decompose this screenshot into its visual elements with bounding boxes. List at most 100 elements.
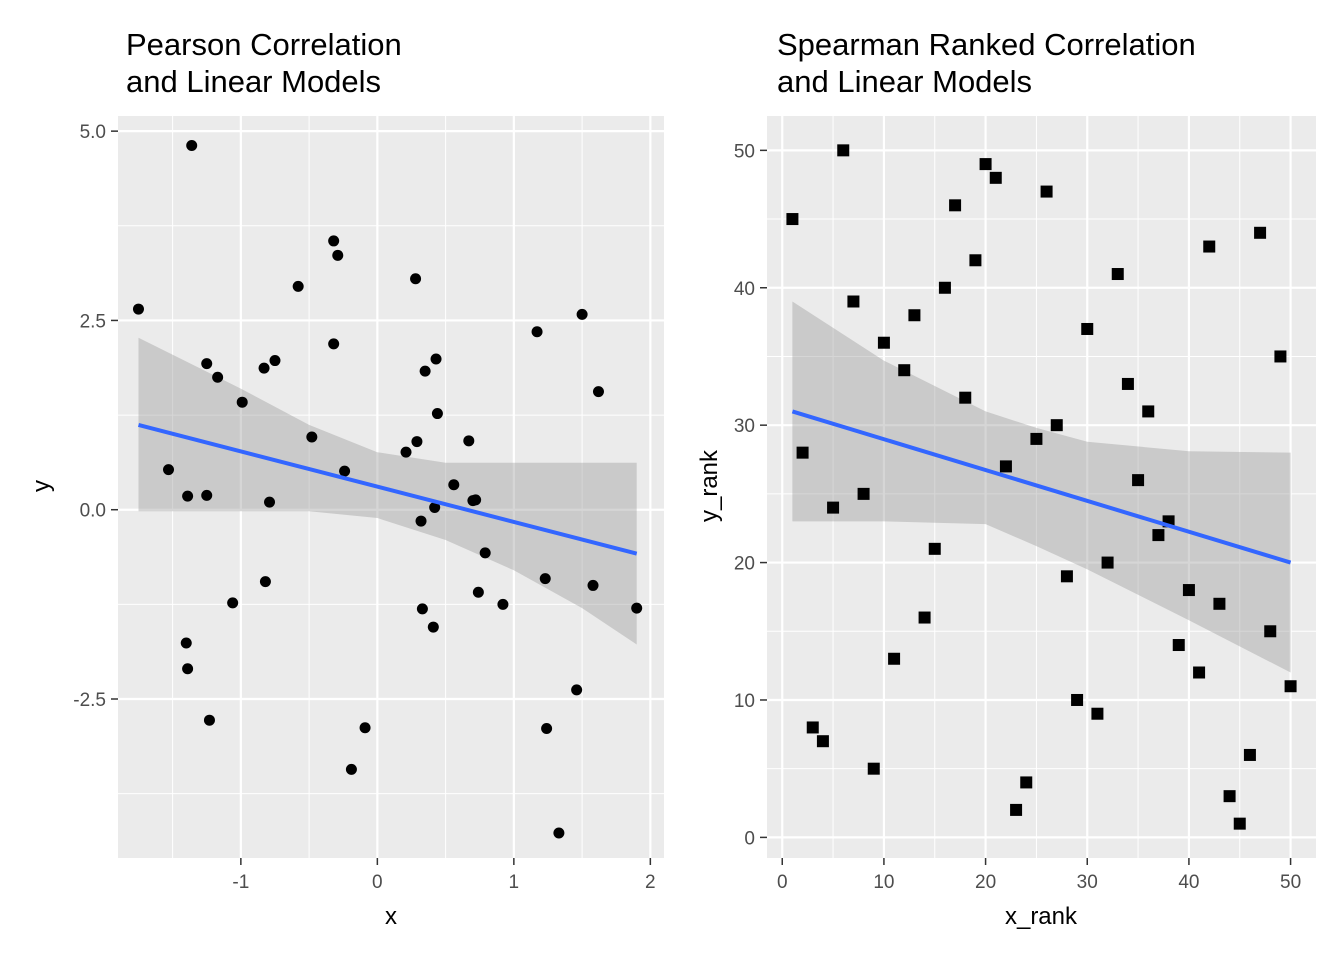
data-point <box>236 396 248 408</box>
data-point <box>989 171 1002 184</box>
data-point <box>1132 474 1145 487</box>
data-point <box>1254 226 1267 239</box>
y-tick-label: 30 <box>734 416 755 437</box>
data-point <box>1101 556 1114 569</box>
x-tick-label: 40 <box>1178 872 1199 893</box>
data-point <box>1213 597 1226 610</box>
x-tick-label: 0 <box>372 872 383 893</box>
data-point <box>898 364 911 377</box>
x-tick-label: 10 <box>873 872 894 893</box>
data-point <box>1050 419 1063 432</box>
y-tick-label: 5.0 <box>80 122 106 143</box>
data-point <box>411 436 423 448</box>
data-point <box>415 515 427 527</box>
data-point <box>938 281 951 294</box>
y-axis-label: y <box>28 480 55 492</box>
x-tick-label: 1 <box>509 872 520 893</box>
data-point <box>1071 693 1084 706</box>
data-point <box>959 391 972 404</box>
data-point <box>448 479 460 491</box>
data-point <box>888 652 901 665</box>
data-point <box>1010 803 1023 816</box>
data-point <box>463 435 475 447</box>
data-point <box>1223 790 1236 803</box>
y-tick-label: 2.5 <box>80 311 106 332</box>
data-point <box>470 494 482 506</box>
spearman-plot-area: 0 10 20 30 40 50 0 10 20 30 40 50 <box>734 116 1316 893</box>
data-point <box>339 465 351 477</box>
data-point <box>816 735 829 748</box>
x-tick-label: 30 <box>1077 872 1098 893</box>
data-point <box>410 273 422 285</box>
x-tick-label: 20 <box>975 872 996 893</box>
data-point <box>571 684 583 696</box>
data-point <box>837 144 850 157</box>
pearson-plot-area: -1 0 1 2 -2.5 0.0 2.5 5.0 <box>73 116 664 893</box>
data-point <box>479 547 491 559</box>
data-point <box>1121 377 1134 390</box>
data-point <box>1060 570 1073 583</box>
y-tick-label: 50 <box>734 141 755 162</box>
data-point <box>1142 405 1155 418</box>
data-point <box>857 487 870 500</box>
data-point <box>1264 625 1277 638</box>
data-point <box>472 586 484 598</box>
data-point <box>292 280 304 292</box>
y-tick-label: 0.0 <box>80 501 106 522</box>
data-point <box>806 721 819 734</box>
data-point <box>429 501 441 513</box>
data-point <box>259 576 271 588</box>
data-point <box>1172 639 1185 652</box>
panel-background <box>118 116 664 858</box>
data-point <box>999 460 1012 473</box>
data-point <box>186 140 198 152</box>
data-point <box>359 722 371 734</box>
x-tick-label: 2 <box>645 872 656 893</box>
y-tick-label: 10 <box>734 691 755 712</box>
y-tick-label: 40 <box>734 279 755 300</box>
data-point <box>1274 350 1287 363</box>
x-tick-label: 0 <box>777 872 788 893</box>
data-point <box>553 827 565 839</box>
data-point <box>203 714 215 726</box>
data-point <box>786 213 799 226</box>
data-point <box>1182 584 1195 597</box>
data-point <box>949 199 962 212</box>
data-point <box>328 235 340 247</box>
data-point <box>431 408 443 420</box>
chart-title-line-1: Spearman Ranked Correlation <box>777 27 1196 62</box>
data-point <box>539 573 551 585</box>
data-point <box>345 763 357 775</box>
data-point <box>1091 707 1104 720</box>
x-axis-label: x <box>385 903 397 930</box>
data-point <box>416 603 428 615</box>
data-point <box>1193 666 1206 679</box>
data-point <box>400 446 412 458</box>
y-tick-label: 0 <box>744 828 755 849</box>
data-point <box>328 338 340 350</box>
pearson-panel: Pearson Correlation and Linear Models -1… <box>28 27 664 930</box>
y-tick-label: 20 <box>734 554 755 575</box>
data-point <box>969 254 982 267</box>
data-point <box>979 158 992 171</box>
data-point <box>332 249 344 261</box>
data-point <box>867 762 880 775</box>
data-point <box>264 496 276 508</box>
y-tick-label: -2.5 <box>73 690 106 711</box>
data-point <box>847 295 860 308</box>
y-axis-label: y_rank <box>696 449 723 522</box>
data-point <box>269 355 281 367</box>
chart-title-line-2: and Linear Models <box>777 64 1032 99</box>
regression-line <box>137 422 638 556</box>
data-point <box>1111 268 1124 281</box>
x-axis-label: x_rank <box>1005 903 1078 930</box>
data-point <box>258 362 270 374</box>
data-point <box>306 431 318 443</box>
data-point <box>201 358 213 370</box>
data-point <box>877 336 890 349</box>
spearman-panel: Spearman Ranked Correlation and Linear M… <box>696 27 1316 930</box>
data-point <box>182 490 194 502</box>
data-point <box>796 446 809 459</box>
data-point <box>928 542 941 555</box>
